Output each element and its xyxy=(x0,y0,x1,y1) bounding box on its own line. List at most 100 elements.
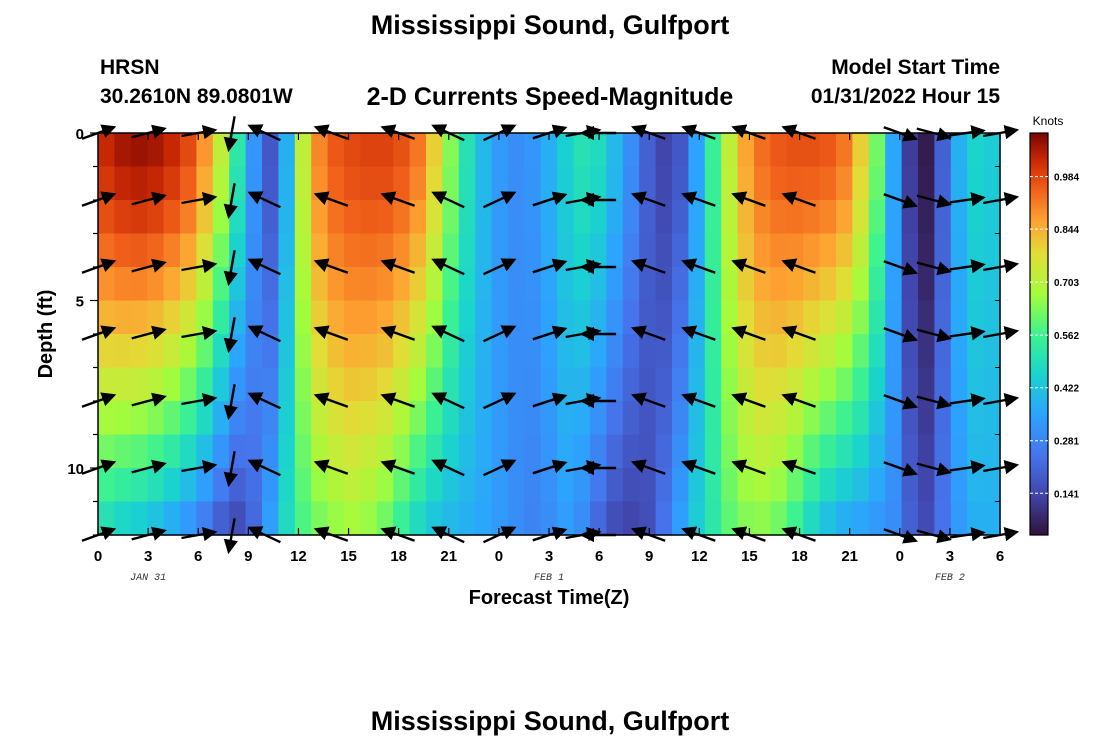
heatmap-cell xyxy=(147,200,165,235)
heatmap-cell xyxy=(147,468,165,503)
heatmap-cell xyxy=(688,367,706,402)
current-arrow xyxy=(482,459,517,477)
heatmap-cell xyxy=(901,233,919,268)
heatmap-cell xyxy=(98,468,115,503)
heatmap-cell xyxy=(245,200,263,235)
heatmap-cell xyxy=(983,501,1001,536)
heatmap-cell xyxy=(147,267,165,302)
heatmap-cell xyxy=(967,468,985,503)
heatmap-cell xyxy=(754,401,771,436)
model-start-label: Model Start Time xyxy=(831,56,1000,79)
current-arrow xyxy=(883,193,919,209)
heatmap-cell xyxy=(458,267,476,302)
heatmap-cell xyxy=(262,401,279,436)
heatmap-cell xyxy=(852,267,870,302)
heatmap-cell xyxy=(294,401,312,436)
heatmap-cell xyxy=(163,133,181,168)
colorbar-tick-label: 0.141 xyxy=(1054,489,1079,500)
heatmap-cell xyxy=(606,468,624,503)
heatmap-cell xyxy=(918,267,935,302)
heatmap-cell xyxy=(360,233,378,268)
heatmap-cell xyxy=(852,200,870,235)
heatmap-cell xyxy=(573,468,591,503)
heatmap-cell xyxy=(130,233,148,268)
current-arrow xyxy=(431,459,465,477)
heatmap-cell xyxy=(475,300,493,335)
y-tick-label: 0 xyxy=(76,126,84,143)
heatmap-cell xyxy=(278,200,296,235)
heatmap-cell xyxy=(590,501,607,536)
heatmap-cell xyxy=(278,267,296,302)
heatmap-cell xyxy=(360,501,378,536)
heatmap-cell xyxy=(130,300,148,335)
heatmap-cell xyxy=(130,468,148,503)
heatmap-cell xyxy=(573,267,591,302)
heatmap-cell xyxy=(836,367,853,402)
heatmap-cell xyxy=(344,267,361,302)
heatmap-cell xyxy=(393,367,411,402)
heatmap-cell xyxy=(262,233,279,268)
heatmap-cell xyxy=(590,133,607,168)
heatmap-cell xyxy=(262,434,279,469)
y-tick-label: 5 xyxy=(76,294,84,311)
heatmap-cell xyxy=(114,200,132,235)
heatmap-cell xyxy=(786,334,804,369)
current-arrow xyxy=(313,258,349,274)
current-arrow xyxy=(532,191,568,207)
heatmap-cell xyxy=(524,501,542,536)
heatmap-cell xyxy=(180,334,197,369)
heatmap-cell xyxy=(950,401,968,436)
heatmap-cell xyxy=(212,501,230,536)
heatmap-cell xyxy=(590,233,607,268)
heatmap-cell xyxy=(376,401,394,436)
current-arrow xyxy=(532,325,568,341)
heatmap-cell xyxy=(688,434,706,469)
heatmap-cell xyxy=(803,133,821,168)
heatmap-cell xyxy=(852,434,870,469)
heatmap-cell xyxy=(885,334,903,369)
heatmap-cell xyxy=(803,233,821,268)
heatmap-cell xyxy=(475,468,493,503)
heatmap-cell xyxy=(262,334,279,369)
x-tick-label: 0 xyxy=(896,548,904,565)
heatmap-cell xyxy=(950,233,968,268)
heatmap-cell xyxy=(327,233,345,268)
heatmap-cell xyxy=(639,367,657,402)
colorbar-tick-label: 0.562 xyxy=(1054,331,1079,342)
heatmap-cell xyxy=(606,367,624,402)
current-arrow xyxy=(380,191,416,207)
heatmap-cell xyxy=(114,401,132,436)
heatmap-cell xyxy=(212,300,230,335)
heatmap-cell xyxy=(540,166,558,201)
heatmap-cell xyxy=(393,200,411,235)
heatmap-cell xyxy=(786,133,804,168)
heatmap-cell xyxy=(885,401,903,436)
heatmap-cell xyxy=(163,367,181,402)
heatmap-cell xyxy=(524,133,542,168)
heatmap-cell xyxy=(114,233,132,268)
heatmap-cell xyxy=(573,166,591,201)
x-tick-label: 6 xyxy=(194,548,202,565)
heatmap-cell xyxy=(475,401,493,436)
heatmap-cell xyxy=(180,267,197,302)
heatmap-cell xyxy=(672,200,689,235)
heatmap-cell xyxy=(885,267,903,302)
heatmap-cell xyxy=(819,367,837,402)
heatmap-cell xyxy=(442,133,460,168)
heatmap-cell xyxy=(458,300,476,335)
heatmap-cell xyxy=(754,300,771,335)
heatmap-cell xyxy=(130,200,148,235)
heatmap-cell xyxy=(622,468,640,503)
x-tick-label: 18 xyxy=(791,548,808,565)
heatmap-cell xyxy=(360,133,378,168)
heatmap-cell xyxy=(163,166,181,201)
heatmap-cell xyxy=(967,133,985,168)
heatmap-cell xyxy=(573,434,591,469)
current-arrow xyxy=(431,325,465,343)
heatmap-cell xyxy=(344,233,361,268)
heatmap-cell xyxy=(803,166,821,201)
heatmap-cell xyxy=(754,334,771,369)
heatmap-cell xyxy=(901,367,919,402)
current-arrow xyxy=(681,258,716,274)
heatmap-cell xyxy=(557,133,575,168)
